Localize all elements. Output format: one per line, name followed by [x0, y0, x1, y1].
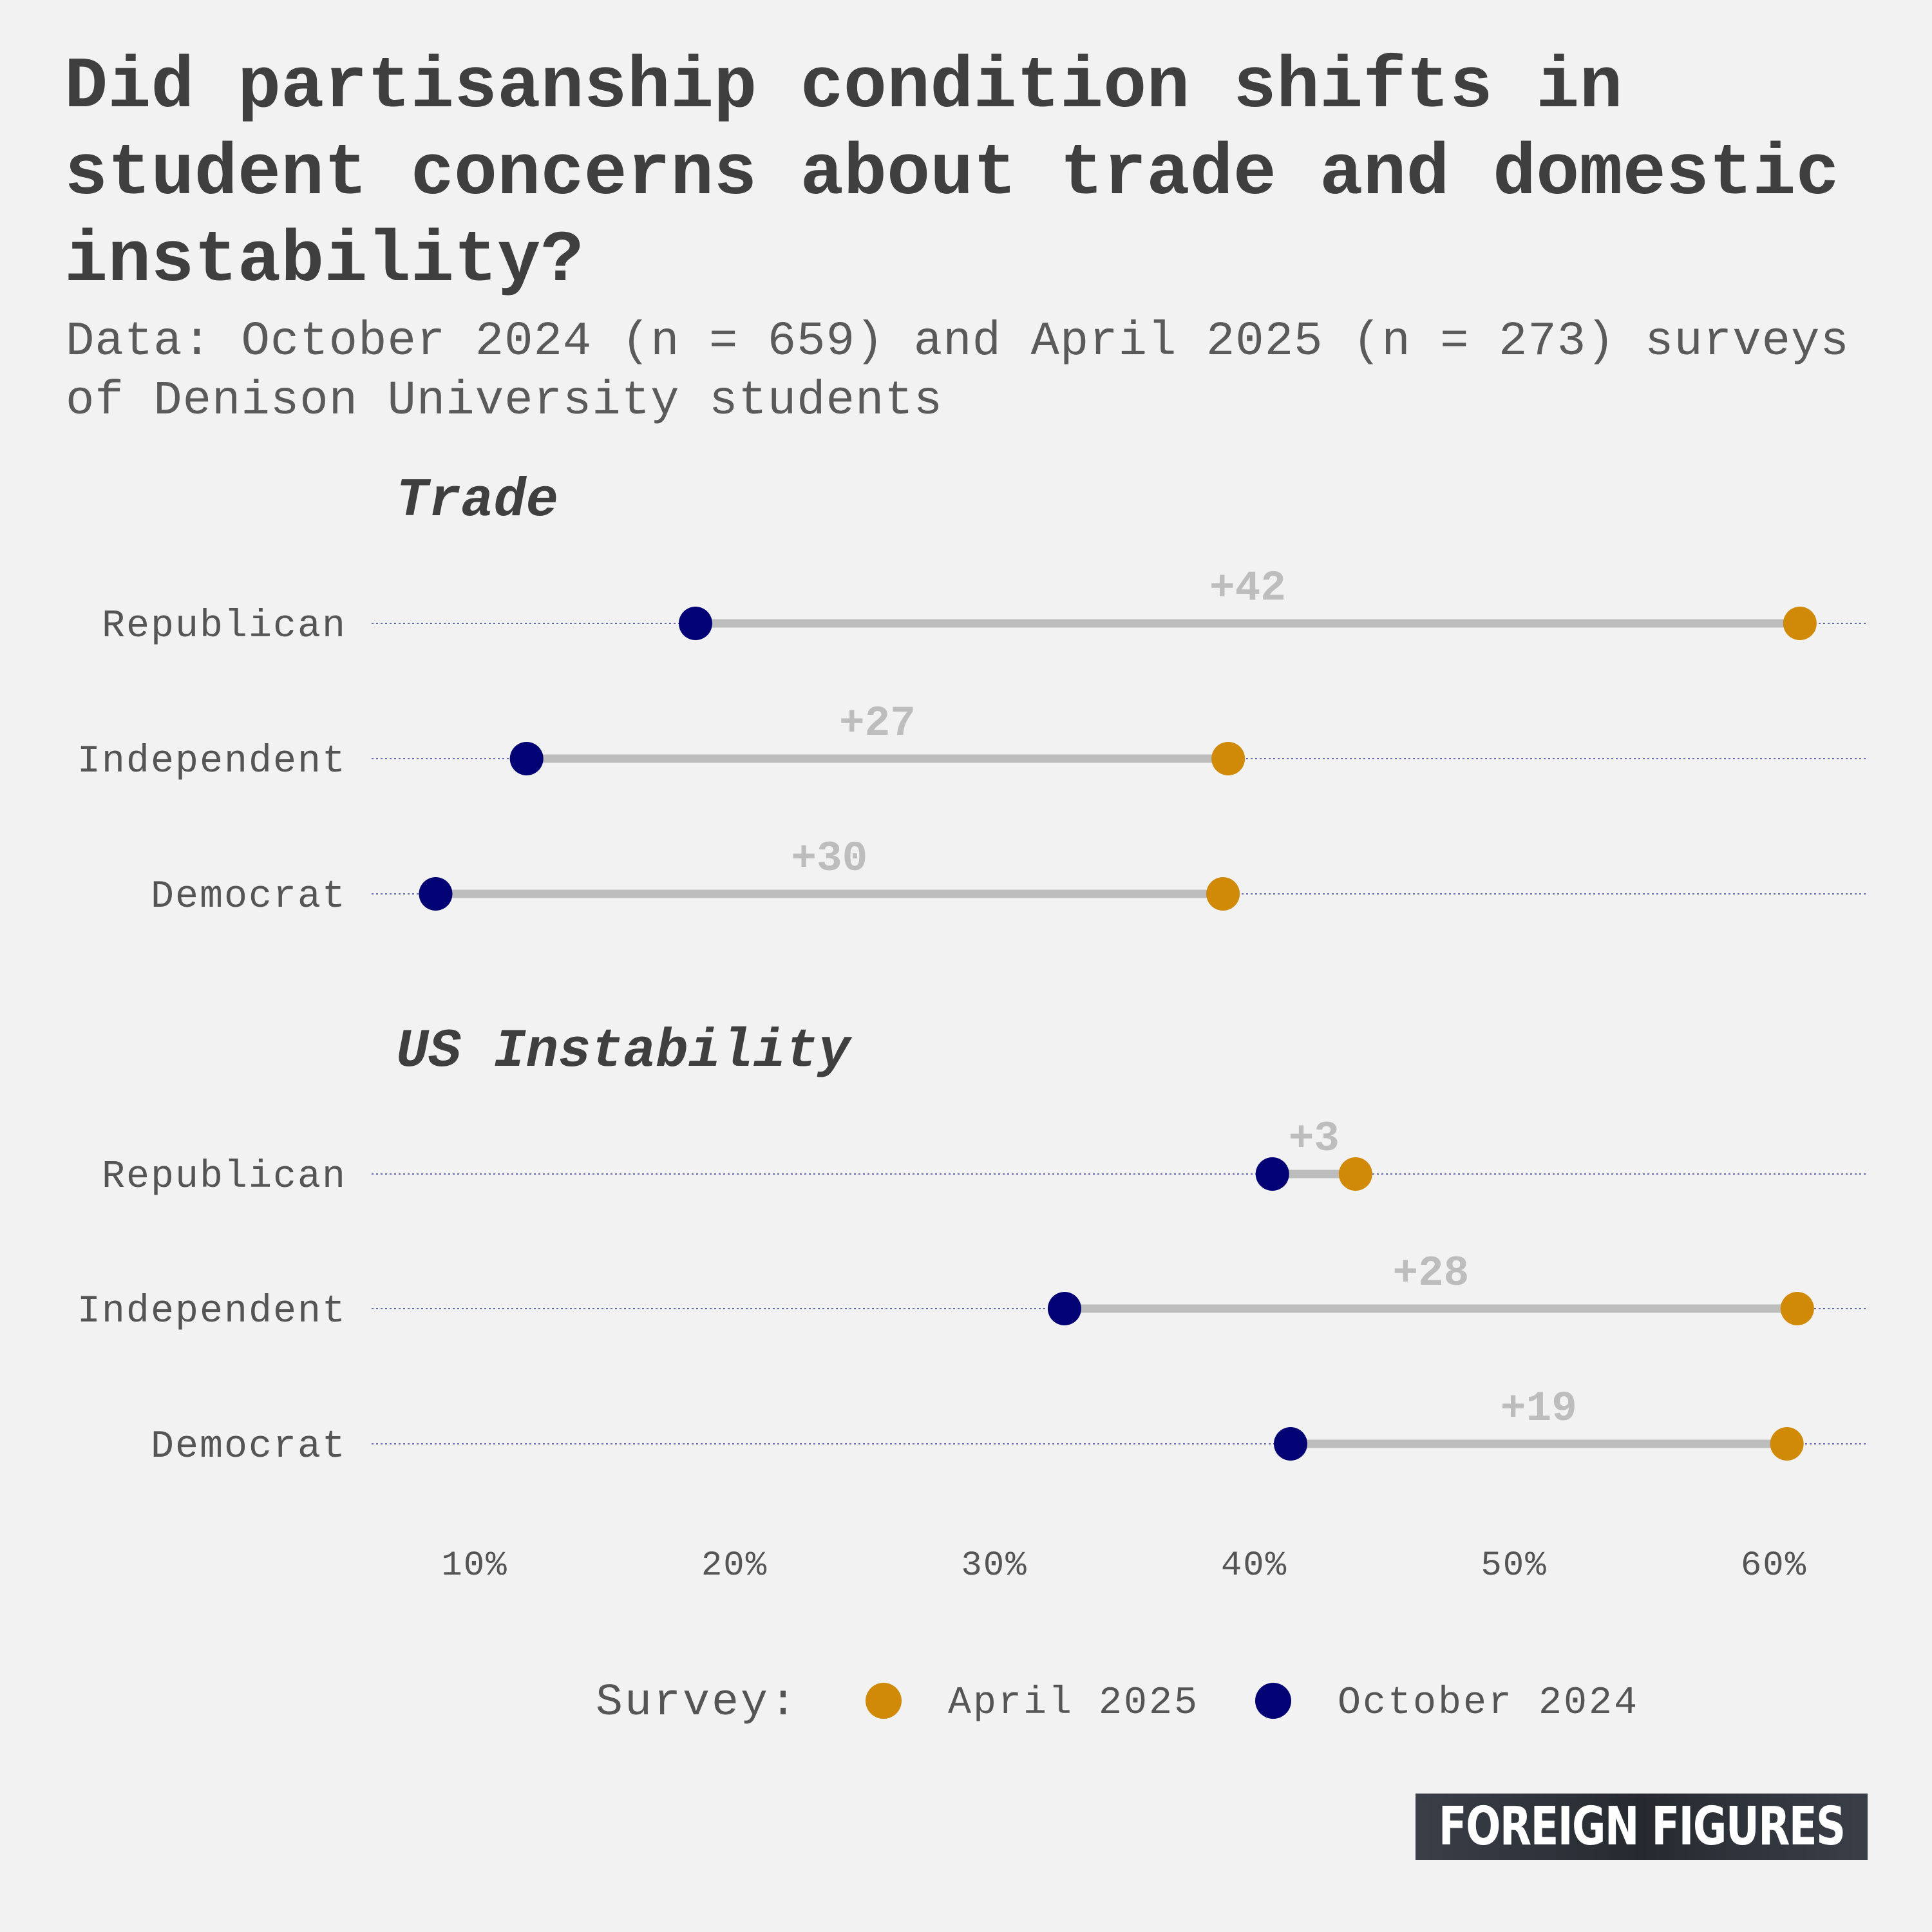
legend-label: October 2024: [1338, 1681, 1639, 1725]
row-label: Independent: [77, 740, 346, 784]
legend-marker: [1255, 1683, 1291, 1719]
x-tick-label: 10%: [441, 1546, 507, 1586]
legend-marker: [866, 1683, 902, 1719]
april-2025-point: [1206, 877, 1240, 911]
change-label: +28: [1392, 1249, 1469, 1298]
x-tick-label: 30%: [961, 1546, 1027, 1586]
april-2025-point: [1770, 1427, 1804, 1461]
row-label: Republican: [102, 605, 346, 649]
panel-title: US Instability: [396, 1021, 853, 1083]
october-2024-point: [1047, 1292, 1081, 1325]
april-2025-point: [1780, 1292, 1814, 1325]
row-label: Republican: [102, 1155, 346, 1199]
brand-logo: FOREIGN FIGURES: [1416, 1794, 1868, 1860]
october-2024-point: [678, 607, 712, 640]
panel-title: Trade: [396, 471, 558, 532]
october-2024-point: [419, 877, 453, 911]
x-tick-label: 60%: [1741, 1546, 1807, 1586]
october-2024-point: [1255, 1157, 1289, 1191]
change-label: +30: [791, 835, 867, 883]
x-tick-label: 50%: [1481, 1546, 1547, 1586]
x-tick-label: 20%: [701, 1546, 768, 1586]
october-2024-point: [509, 742, 544, 775]
x-tick-label: 40%: [1221, 1546, 1287, 1586]
change-label: +27: [839, 699, 916, 748]
change-label: +3: [1289, 1115, 1340, 1163]
legend-title: Survey:: [596, 1678, 799, 1728]
row-label: Democrat: [151, 1425, 346, 1469]
april-2025-point: [1211, 742, 1245, 775]
row-label: Democrat: [151, 875, 346, 919]
chart-title: Did partisanship condition shifts in stu…: [64, 46, 1839, 302]
change-label: +42: [1209, 564, 1286, 612]
change-label: +19: [1501, 1385, 1577, 1433]
legend-label: April 2025: [948, 1681, 1199, 1725]
april-2025-point: [1338, 1157, 1372, 1191]
brand-logo-text: FOREIGN FIGURES: [1438, 1796, 1846, 1857]
october-2024-point: [1273, 1427, 1307, 1461]
april-2025-point: [1783, 607, 1817, 640]
chart-subtitle: Data: October 2024 (n = 659) and April 2…: [66, 315, 1850, 428]
row-label: Independent: [77, 1290, 346, 1334]
